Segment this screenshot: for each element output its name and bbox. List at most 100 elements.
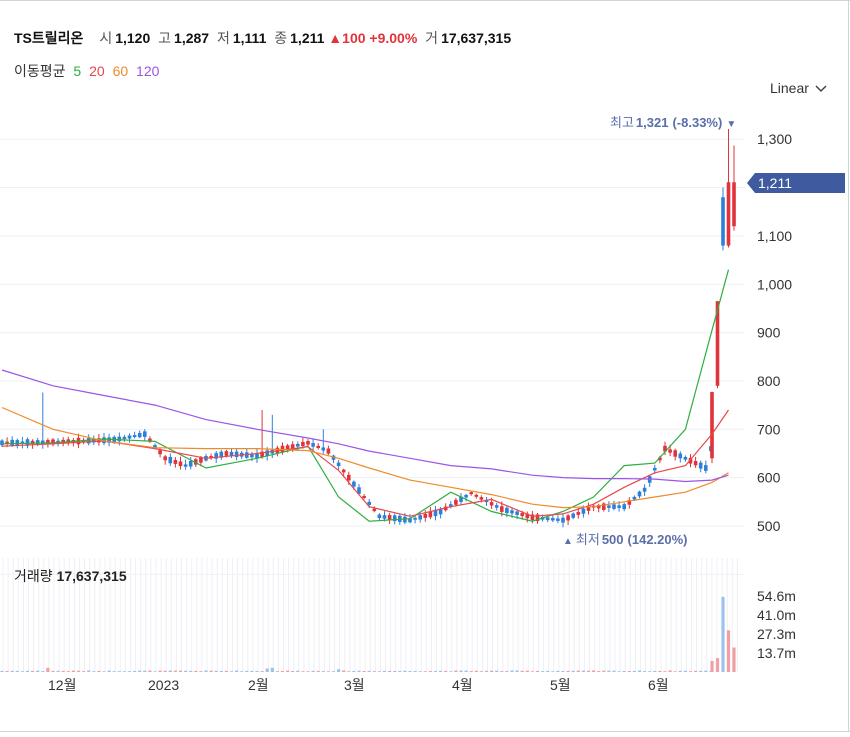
volume-bar — [673, 671, 677, 672]
volume-bar — [97, 670, 101, 672]
volume-bar — [204, 670, 208, 672]
frame-right-border — [848, 0, 849, 732]
time-tick-label: 2023 — [148, 677, 179, 693]
volume-bar — [551, 671, 555, 672]
candle — [566, 513, 570, 525]
candle — [357, 484, 361, 496]
volume-bar — [316, 670, 320, 672]
volume-value: 17,637,315 — [441, 30, 512, 46]
change-arrow-icon: ▲ — [328, 30, 343, 46]
candle — [122, 434, 127, 442]
volume-bar — [331, 671, 336, 672]
low-label: 저 — [216, 30, 230, 46]
low-annotation-label: 최저 — [576, 532, 600, 547]
candle — [576, 507, 581, 519]
candle — [726, 129, 731, 248]
change-value: 100 — [342, 30, 366, 46]
volume-bar — [372, 671, 376, 672]
candle — [255, 449, 259, 464]
volume-bar — [592, 670, 596, 672]
volume-bar — [612, 670, 616, 672]
moving-average-label: 이동평균 — [14, 63, 66, 79]
high-annotation: 최고 1,321 (-8.33%) ▼ — [610, 115, 736, 130]
ma-period-60[interactable]: 60 — [112, 63, 129, 79]
volume-bar — [138, 670, 142, 672]
volume-bar — [668, 670, 672, 672]
volume-bar — [245, 670, 249, 672]
volume-bar — [546, 670, 550, 672]
volume-bar — [82, 671, 86, 672]
ma-period-20[interactable]: 20 — [89, 63, 105, 79]
price-tick-label: 1,100 — [757, 228, 792, 244]
candle — [326, 445, 331, 455]
candle — [219, 450, 224, 460]
volume-tick-label: 13.7m — [757, 645, 796, 661]
moving-average-legend: 이동평균 5 20 60 120 — [14, 61, 163, 81]
candle — [428, 506, 433, 520]
volume-bar — [250, 670, 254, 672]
volume-bar — [229, 671, 234, 672]
volume-bar — [31, 670, 35, 672]
price-tick-label: 900 — [757, 325, 781, 341]
open-value: 1,120 — [115, 30, 151, 46]
candle — [127, 433, 132, 443]
volume-bar — [597, 671, 601, 672]
candle — [10, 436, 14, 447]
candle — [387, 512, 392, 525]
volume-bar — [10, 670, 14, 672]
volume-axis: 54.6m 41.0m 27.3m 13.7m — [757, 588, 796, 661]
volume-bar — [153, 671, 157, 672]
ma-period-5[interactable]: 5 — [73, 63, 82, 79]
svg-text:최고1,321(-8.33%)▼: 최고 1,321 (-8.33%) ▼ — [610, 115, 736, 130]
volume-bar — [678, 670, 682, 672]
volume-bar — [525, 670, 529, 672]
volume-bar — [683, 670, 687, 672]
volume-bar — [721, 596, 725, 672]
ma-period-120[interactable]: 120 — [136, 63, 160, 79]
volume-bar — [505, 671, 509, 672]
stock-header: TS트릴리온 시 1,120 고 1,287 저 1,111 종 1,211 ▲100 … — [14, 28, 511, 48]
volume-bar — [265, 668, 269, 672]
volume-bar — [61, 670, 65, 672]
candle — [591, 504, 596, 512]
time-axis: 12월 2023 2월 3월 4월 5월 6월 — [48, 677, 669, 693]
candle — [41, 392, 45, 449]
candle — [642, 484, 647, 497]
candle — [715, 301, 720, 389]
frame-bottom-border — [0, 731, 850, 732]
candle — [494, 502, 499, 511]
volume-bar — [148, 670, 152, 672]
volume-bar — [535, 670, 540, 672]
volume-bar — [56, 670, 60, 672]
volume-bar — [301, 671, 305, 672]
open-label: 시 — [99, 30, 113, 46]
volume-bar — [622, 670, 626, 672]
volume-bar — [168, 670, 172, 672]
moving-average-ma60 — [1, 406, 729, 509]
volume-bar — [520, 670, 524, 672]
scale-selector[interactable]: Linear — [770, 80, 827, 96]
stock-name: TS트릴리온 — [14, 30, 84, 46]
volume-bar — [715, 658, 720, 672]
volume-bar — [637, 670, 642, 672]
candle — [260, 409, 264, 459]
candle — [647, 474, 652, 487]
volume-bar — [459, 670, 463, 672]
volume-bar — [510, 670, 514, 672]
volume-bar — [704, 670, 708, 672]
volume-bar — [235, 670, 239, 672]
price-tick-label: 600 — [757, 470, 781, 486]
volume-bar — [726, 630, 731, 672]
candle — [469, 491, 473, 496]
price-tick-label: 500 — [757, 518, 781, 534]
volume-bar — [586, 670, 591, 672]
volume-bar — [464, 670, 468, 672]
volume-bar — [617, 671, 621, 672]
candle — [163, 454, 167, 465]
low-value: 1,111 — [232, 30, 267, 46]
candlestick-series — [0, 129, 736, 528]
candle — [30, 439, 35, 449]
volume-tick-label: 54.6m — [757, 588, 796, 604]
